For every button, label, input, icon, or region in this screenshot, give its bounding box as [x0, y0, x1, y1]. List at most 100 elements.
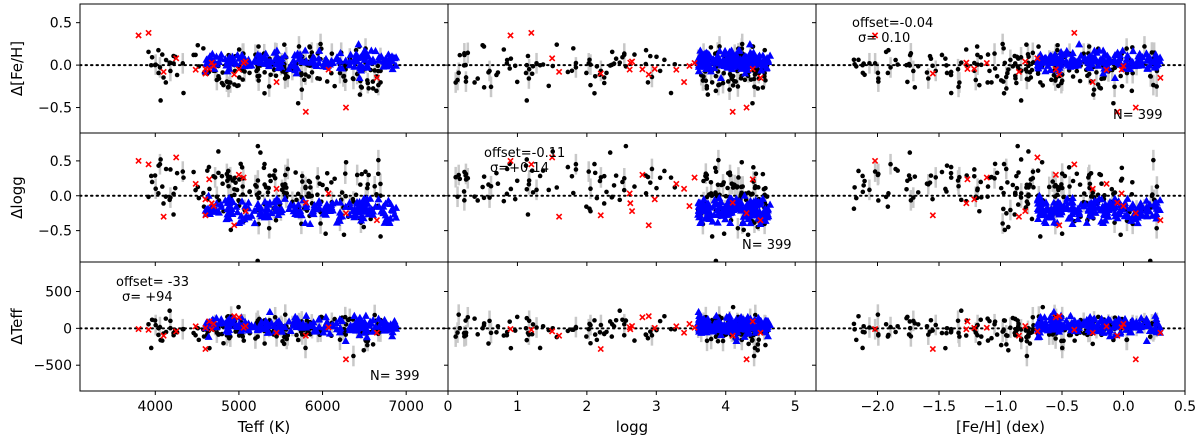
point-blue-triangle — [262, 208, 271, 216]
point-blue-triangle — [706, 67, 715, 75]
point-black — [524, 186, 530, 192]
point-blue-triangle — [747, 320, 756, 329]
point-black — [262, 341, 267, 346]
point-red-x — [686, 62, 693, 70]
point-black — [149, 54, 155, 60]
point-blue-triangle — [285, 204, 294, 213]
point-black — [181, 326, 186, 332]
point-blue-triangle — [221, 196, 230, 204]
point-black — [240, 184, 246, 189]
point-blue-triangle — [1129, 317, 1138, 325]
x-tick-label: 2 — [582, 399, 591, 415]
point-red-x — [963, 326, 970, 333]
point-red-x — [507, 325, 514, 333]
point-black — [475, 198, 481, 203]
point-black — [280, 338, 285, 344]
point-black — [867, 187, 872, 193]
point-red-x — [1052, 171, 1060, 179]
point-red-x — [210, 320, 217, 328]
point-black — [1059, 182, 1064, 187]
point-black — [755, 342, 761, 347]
point-black — [977, 82, 982, 88]
point-black — [554, 42, 560, 47]
point-black — [254, 192, 260, 197]
point-black — [236, 304, 241, 310]
point-black — [613, 56, 619, 61]
point-black — [713, 169, 719, 175]
point-black — [885, 334, 891, 339]
point-black — [978, 54, 984, 60]
point-black — [534, 325, 539, 330]
point-black — [343, 159, 349, 165]
point-black — [654, 54, 659, 60]
point-black — [465, 315, 471, 320]
point-blue-triangle — [277, 207, 286, 216]
point-black — [345, 317, 351, 323]
point-black — [475, 76, 481, 81]
point-black — [604, 70, 609, 76]
point-black — [1112, 190, 1118, 195]
point-black — [472, 194, 477, 199]
point-black — [329, 51, 335, 56]
point-black — [943, 56, 948, 61]
point-black — [1000, 221, 1005, 226]
point-red-x — [963, 59, 970, 66]
point-black — [1052, 184, 1057, 189]
point-blue-triangle — [1072, 322, 1081, 330]
point-blue-triangle — [1155, 205, 1164, 213]
point-black — [601, 201, 607, 206]
point-black — [353, 47, 359, 53]
point-black — [508, 186, 514, 192]
point-blue-triangle — [1127, 328, 1136, 336]
point-black — [163, 194, 169, 199]
point-black — [526, 178, 532, 183]
point-blue-triangle — [277, 57, 286, 65]
point-black — [359, 171, 365, 177]
point-black — [1000, 41, 1005, 47]
point-black — [343, 193, 349, 199]
point-black — [1001, 206, 1006, 212]
point-black — [232, 192, 237, 198]
point-black — [463, 318, 468, 323]
point-black — [588, 340, 593, 346]
point-blue-triangle — [732, 336, 741, 344]
point-black — [529, 168, 535, 173]
point-black — [463, 62, 468, 68]
point-blue-triangle — [250, 321, 259, 329]
point-red-x — [729, 199, 736, 206]
point-black — [975, 52, 980, 58]
point-black — [569, 68, 575, 74]
point-black — [226, 183, 231, 189]
point-blue-triangle — [1066, 311, 1075, 319]
point-black — [735, 184, 740, 189]
point-blue-triangle — [257, 204, 266, 212]
point-black — [254, 184, 259, 189]
y-tick-label: 0.5 — [50, 16, 72, 32]
point-black — [1001, 190, 1006, 196]
point-blue-triangle — [350, 311, 359, 319]
point-blue-triangle — [1110, 73, 1119, 82]
point-black — [955, 318, 961, 324]
point-black — [586, 326, 592, 332]
x-tick-label: 6000 — [305, 399, 341, 415]
point-black — [1014, 80, 1019, 86]
point-black — [992, 319, 998, 324]
point-black — [930, 328, 935, 333]
point-red-x — [160, 213, 167, 220]
point-black — [713, 88, 719, 94]
point-black — [372, 312, 377, 318]
point-black — [168, 325, 173, 331]
point-red-x — [1132, 210, 1139, 217]
point-red-x — [871, 157, 879, 165]
point-blue-triangle — [1052, 207, 1061, 216]
point-black — [1010, 182, 1016, 188]
point-black — [592, 318, 597, 323]
point-red-x — [680, 78, 688, 86]
point-black — [1053, 78, 1058, 83]
point-black — [895, 168, 900, 173]
point-red-x — [1056, 312, 1063, 320]
point-blue-triangle — [336, 208, 345, 216]
point-black — [1014, 54, 1020, 60]
point-black — [662, 57, 667, 63]
point-black — [228, 227, 234, 233]
